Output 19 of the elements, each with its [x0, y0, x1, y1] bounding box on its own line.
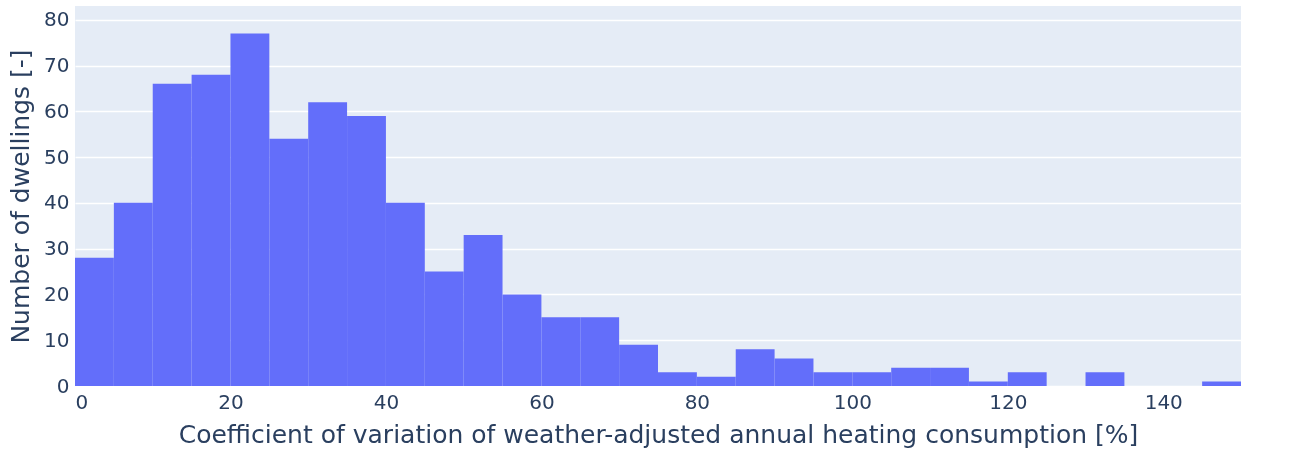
- y-tick-label: 0: [56, 373, 70, 398]
- x-axis-title: Coefficient of variation of weather-adjusted annual heating consumption [%]: [178, 419, 1139, 449]
- y-tick-label: 10: [44, 327, 70, 352]
- y-tick-label: 50: [44, 144, 70, 169]
- x-tick-label: 0: [75, 389, 89, 414]
- y-tick-label: 60: [44, 98, 70, 123]
- x-tick-label: 20: [218, 389, 244, 414]
- x-tick-label: 100: [833, 389, 872, 414]
- x-tick-label: 60: [529, 389, 555, 414]
- y-tick-label: 70: [44, 53, 70, 78]
- y-tick-label: 20: [44, 281, 70, 306]
- x-tick-label: 80: [684, 389, 711, 414]
- y-tick-label: 80: [44, 7, 70, 32]
- x-tick-label: 140: [1144, 389, 1183, 414]
- y-tick-label: 40: [44, 190, 70, 215]
- y-tick-label: 30: [44, 236, 70, 261]
- x-tick-label: 40: [373, 389, 400, 414]
- x-tick-label: 120: [989, 389, 1028, 414]
- y-axis-title: Number of dwellings [-]: [6, 49, 36, 344]
